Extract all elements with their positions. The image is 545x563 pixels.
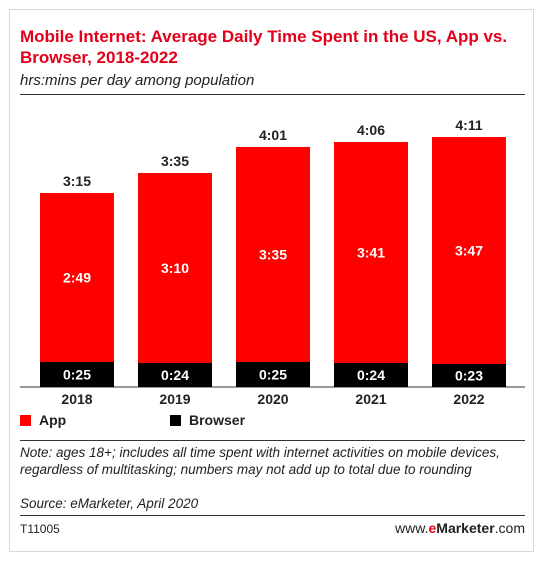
data-label-app-2021: 3:41 (357, 245, 385, 261)
chart-note: Note: ages 18+; includes all time spent … (20, 445, 500, 477)
bar-browser-2018 (40, 362, 114, 387)
data-label-app-2022: 3:47 (455, 243, 483, 259)
bar-app-2021 (334, 142, 408, 363)
bar-app-2019 (138, 173, 212, 363)
bar-app-2020 (236, 147, 310, 362)
legend-label-browser: Browser (189, 412, 246, 428)
brand-logo: www.eMarketer.com (395, 520, 525, 536)
legend-label-app: App (39, 412, 67, 428)
data-label-browser-2019: 0:24 (161, 367, 189, 383)
data-label-app-2020: 3:35 (259, 247, 287, 263)
data-label-browser-2020: 0:25 (259, 367, 287, 383)
bar-browser-2022 (432, 364, 506, 387)
bar-browser-2019 (138, 363, 212, 387)
legend-item-app: App (20, 412, 66, 428)
stacked-bar-chart: 0:25 2:49 3:15 2018 0:24 3:10 3:35 2019 0:25 3:35… (20, 117, 525, 407)
legend-item-browser: Browser (170, 412, 245, 428)
brand-name: Marketer (436, 520, 495, 536)
chart-subtitle: hrs:mins per day among population (20, 72, 255, 89)
legend-swatch-app (20, 414, 31, 426)
brand-suffix: .com (494, 520, 525, 536)
bar-browser-2020 (236, 362, 310, 387)
data-label-total-2020: 4:01 (259, 127, 287, 143)
brand-e: e (428, 520, 437, 536)
header-rule (20, 94, 525, 95)
chart-source: Source: eMarketer, April 2020 (20, 496, 199, 511)
x-tick-label-2021: 2021 (355, 391, 386, 407)
x-tick-label-2022: 2022 (453, 391, 484, 407)
brand-prefix: www. (395, 520, 429, 536)
data-label-browser-2018: 0:25 (63, 367, 91, 383)
data-label-browser-2022: 0:23 (455, 368, 483, 384)
bar-browser-2021 (334, 363, 408, 387)
data-label-app-2018: 2:49 (63, 270, 91, 286)
footer-rule (20, 440, 525, 441)
x-tick-label-2018: 2018 (61, 391, 92, 407)
x-tick-label-2020: 2020 (257, 391, 288, 407)
data-label-total-2021: 4:06 (357, 122, 385, 138)
bar-app-2018 (40, 193, 114, 362)
legend-swatch-browser (170, 414, 181, 426)
chart-title: Mobile Internet: Average Daily Time Spen… (20, 27, 508, 67)
bottom-rule (20, 515, 525, 516)
data-label-app-2019: 3:10 (161, 260, 189, 276)
chart-code: T11005 (20, 522, 60, 536)
data-label-total-2019: 3:35 (161, 153, 189, 169)
data-label-browser-2021: 0:24 (357, 367, 385, 383)
data-label-total-2022: 4:11 (455, 117, 482, 133)
bar-app-2022 (432, 137, 506, 364)
data-label-total-2018: 3:15 (63, 173, 91, 189)
x-tick-label-2019: 2019 (159, 391, 190, 407)
